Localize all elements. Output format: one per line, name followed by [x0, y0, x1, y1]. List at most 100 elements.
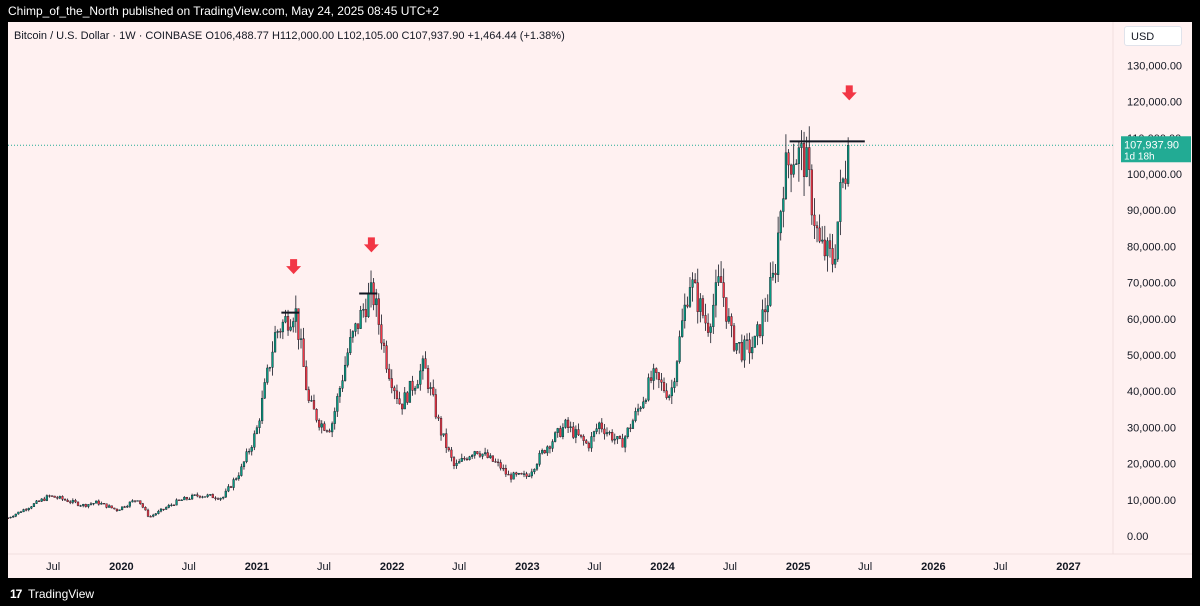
candle: [71, 498, 74, 505]
candle: [543, 449, 546, 454]
candle-body: [818, 227, 821, 242]
x-tick-label: 2025: [786, 561, 810, 573]
y-tick-label: 90,000.00: [1127, 205, 1176, 217]
candle-body: [668, 395, 671, 398]
candle-body: [32, 503, 36, 507]
candle: [206, 493, 209, 498]
candle: [735, 343, 738, 355]
candle-body: [533, 468, 536, 473]
candle-body: [84, 504, 87, 507]
candle-body: [123, 506, 126, 508]
candle-body: [800, 143, 803, 148]
candle-body: [369, 282, 373, 295]
candle-body: [9, 516, 12, 519]
candle: [792, 143, 795, 178]
candle: [722, 268, 725, 307]
candle-body: [419, 370, 422, 385]
x-tick-label: 2020: [109, 561, 133, 573]
candle: [419, 363, 422, 391]
candle: [144, 506, 147, 511]
candle: [732, 323, 736, 352]
candle-body: [574, 429, 577, 438]
candle: [805, 136, 808, 178]
candle: [159, 508, 163, 513]
candle-body: [139, 500, 142, 504]
candle-body: [216, 498, 220, 500]
publish-bar: Chimp_of_the_North published on TradingV…: [0, 0, 1200, 22]
candle: [388, 363, 391, 381]
candle-body: [185, 497, 189, 500]
candle-body: [79, 505, 82, 507]
candle: [320, 420, 323, 434]
candle-body: [331, 423, 334, 433]
candle: [224, 488, 227, 498]
x-tick-label: 2024: [650, 561, 675, 573]
candle: [17, 511, 20, 515]
candle: [613, 433, 616, 445]
candle: [149, 515, 152, 518]
candle-body: [631, 420, 635, 429]
candle: [32, 503, 36, 508]
candle-body: [738, 342, 741, 344]
candle: [587, 441, 590, 452]
candle: [546, 445, 549, 456]
candle-body: [777, 232, 780, 275]
candle-body: [35, 500, 38, 504]
candle: [701, 295, 705, 319]
candle: [507, 470, 510, 476]
candle-body: [113, 507, 116, 510]
candle: [447, 446, 450, 452]
candle-body: [572, 426, 575, 438]
candle: [476, 451, 479, 455]
candle-body: [764, 309, 767, 313]
candle-body: [491, 455, 495, 462]
candle: [263, 378, 266, 399]
candlestick-chart[interactable]: 0.00 10,000.00 20,000.00 30,000.00 40,000.00…: [8, 22, 1192, 578]
candle-body: [227, 486, 230, 492]
candle: [533, 468, 536, 475]
candle-body: [263, 382, 266, 399]
candle: [406, 391, 409, 405]
candle: [561, 423, 565, 440]
candle-body: [569, 426, 572, 428]
candle-body: [766, 305, 769, 313]
candle: [170, 503, 173, 507]
candle-body: [133, 500, 137, 502]
candle: [38, 500, 41, 502]
candle-body: [61, 496, 64, 500]
candle: [655, 367, 658, 380]
tradingview-brand[interactable]: TradingView: [28, 587, 95, 601]
candle-body: [605, 432, 609, 435]
candle-body: [808, 147, 811, 170]
candle: [318, 418, 321, 431]
candle-body: [8, 517, 10, 519]
candle: [481, 453, 484, 460]
candle-body: [245, 451, 248, 462]
candle: [699, 293, 702, 323]
candle-body: [229, 486, 233, 488]
candle-body: [585, 440, 588, 444]
candle: [738, 342, 741, 354]
chart-frame[interactable]: 0.00 10,000.00 20,000.00 30,000.00 40,000.00…: [8, 22, 1192, 578]
candle: [92, 502, 95, 506]
currency-selector[interactable]: USD: [1124, 26, 1182, 46]
candle-body: [704, 315, 707, 324]
candle: [133, 500, 137, 503]
candle: [828, 233, 832, 258]
candle: [89, 502, 93, 506]
candle: [517, 472, 520, 476]
candle-body: [149, 516, 152, 518]
candle: [473, 450, 476, 459]
candle: [203, 496, 207, 498]
candle: [784, 134, 788, 201]
candle-body: [509, 474, 513, 480]
candle: [343, 356, 347, 382]
symbol-header: Bitcoin / U.S. Dollar · 1W · COINBASE O1…: [14, 30, 565, 42]
candle: [688, 277, 692, 309]
candle: [727, 308, 730, 324]
x-tick-label: 2022: [380, 561, 404, 573]
candle: [647, 373, 650, 402]
candle-body: [310, 400, 313, 402]
publish-info: Chimp_of_the_North published on TradingV…: [8, 4, 440, 18]
candle: [172, 504, 176, 506]
